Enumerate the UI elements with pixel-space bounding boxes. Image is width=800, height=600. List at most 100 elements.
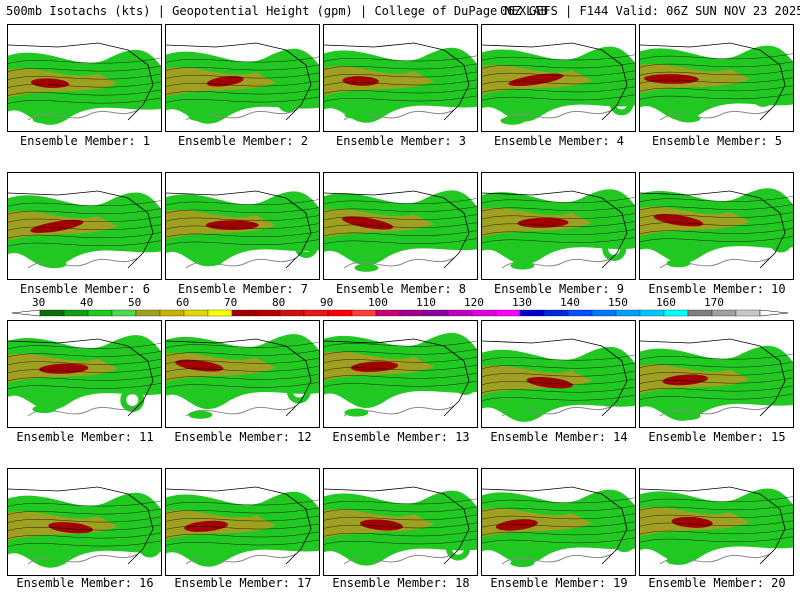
height-contour bbox=[640, 369, 793, 376]
height-contour bbox=[324, 63, 477, 70]
ensemble-panel bbox=[481, 24, 636, 132]
height-contour bbox=[482, 505, 635, 512]
colorbar-swatch bbox=[327, 309, 353, 317]
height-contour bbox=[8, 374, 161, 382]
height-contour bbox=[640, 353, 793, 360]
jet-max-region bbox=[39, 363, 89, 374]
isotach-patch bbox=[354, 553, 379, 562]
height-contour bbox=[166, 223, 319, 230]
isotach-patch bbox=[42, 557, 67, 566]
colorbar-swatch bbox=[303, 309, 329, 317]
isotach-patch bbox=[32, 115, 57, 124]
height-contour bbox=[8, 89, 161, 96]
height-contour bbox=[324, 380, 477, 387]
colorbar-low-arrow bbox=[11, 309, 41, 317]
height-contour bbox=[482, 237, 635, 244]
low-pressure-swirl bbox=[446, 536, 471, 561]
ensemble-panel bbox=[639, 24, 794, 132]
low-pressure-swirl bbox=[594, 382, 619, 407]
colorbar-swatch bbox=[255, 309, 281, 317]
height-contour bbox=[8, 516, 161, 523]
coastline bbox=[166, 190, 312, 269]
height-contour bbox=[640, 85, 793, 92]
height-contour bbox=[482, 394, 635, 401]
jet-max-region bbox=[350, 361, 399, 372]
height-contour bbox=[8, 508, 161, 515]
coastline bbox=[640, 486, 786, 565]
ensemble-panel bbox=[7, 468, 162, 576]
height-contour bbox=[324, 514, 477, 521]
jet-core-region bbox=[324, 66, 434, 96]
height-contour bbox=[8, 65, 161, 72]
colorbar-tick-label: 110 bbox=[416, 296, 436, 309]
jet-max-region bbox=[359, 519, 403, 531]
ensemble-member-label: Ensemble Member: 5 bbox=[651, 134, 783, 148]
ensemble-panel bbox=[639, 320, 794, 428]
jet-max-region bbox=[205, 220, 259, 231]
isotach-patch bbox=[32, 405, 57, 414]
low-pressure-swirl bbox=[120, 388, 145, 413]
low-pressure-swirl bbox=[286, 379, 311, 404]
height-contour bbox=[324, 530, 477, 537]
height-contour bbox=[640, 528, 793, 535]
ensemble-member-label: Ensemble Member: 19 bbox=[490, 576, 628, 590]
height-contour bbox=[482, 362, 635, 369]
colorbar-swatch bbox=[543, 309, 569, 317]
colorbar-swatch bbox=[567, 309, 593, 317]
height-contour bbox=[640, 228, 793, 235]
coastline bbox=[640, 190, 786, 269]
colorbar-swatch bbox=[423, 309, 449, 317]
height-contour bbox=[8, 350, 161, 358]
ensemble-panel bbox=[165, 24, 320, 132]
height-contour bbox=[8, 382, 161, 390]
colorbar-swatch bbox=[135, 309, 161, 317]
isotach-patch bbox=[676, 114, 701, 123]
coastline bbox=[324, 338, 470, 417]
height-contour bbox=[8, 73, 161, 80]
height-contour bbox=[324, 538, 477, 545]
height-contour bbox=[166, 231, 319, 238]
height-contour bbox=[8, 81, 161, 88]
colorbar-swatch bbox=[87, 309, 113, 317]
height-contour bbox=[482, 78, 635, 85]
height-contour bbox=[482, 513, 635, 520]
ensemble-member-label: Ensemble Member: 15 bbox=[648, 430, 786, 444]
height-contour bbox=[8, 524, 161, 531]
jet-max-region bbox=[508, 73, 564, 87]
ensemble-panel bbox=[7, 320, 162, 428]
ensemble-panel bbox=[639, 172, 794, 280]
height-contour bbox=[8, 532, 161, 539]
ensemble-panel bbox=[165, 320, 320, 428]
height-contour bbox=[640, 77, 793, 84]
height-contour bbox=[324, 340, 477, 347]
height-contour bbox=[166, 357, 319, 364]
ensemble-panel bbox=[323, 24, 478, 132]
low-pressure-swirl bbox=[609, 91, 634, 116]
ensemble-panel bbox=[639, 468, 794, 576]
coastline bbox=[8, 42, 154, 121]
height-contour bbox=[8, 216, 161, 223]
isotach-patch bbox=[188, 113, 213, 122]
ensemble-member-label: Ensemble Member: 8 bbox=[335, 282, 467, 296]
height-contour bbox=[640, 496, 793, 503]
height-contour bbox=[166, 239, 319, 246]
height-contour bbox=[640, 204, 793, 211]
height-contour bbox=[640, 512, 793, 519]
jet-max-region bbox=[30, 78, 69, 88]
colorbar-swatch bbox=[63, 309, 89, 317]
isotach-patch bbox=[344, 408, 369, 417]
height-contour bbox=[482, 213, 635, 220]
jet-max-region bbox=[48, 522, 93, 534]
height-contour bbox=[324, 95, 477, 102]
colorbar-swatch bbox=[207, 309, 233, 317]
height-contour bbox=[640, 393, 793, 400]
height-contour bbox=[324, 222, 477, 229]
jet-max-region bbox=[30, 219, 84, 233]
colorbar-swatch bbox=[663, 309, 689, 317]
colorbar-swatch bbox=[519, 309, 545, 317]
colorbar-swatch bbox=[447, 309, 473, 317]
isotach-patch bbox=[666, 556, 691, 565]
low-pressure-swirl bbox=[612, 528, 635, 553]
height-contour bbox=[166, 80, 319, 87]
ensemble-panel bbox=[323, 172, 478, 280]
